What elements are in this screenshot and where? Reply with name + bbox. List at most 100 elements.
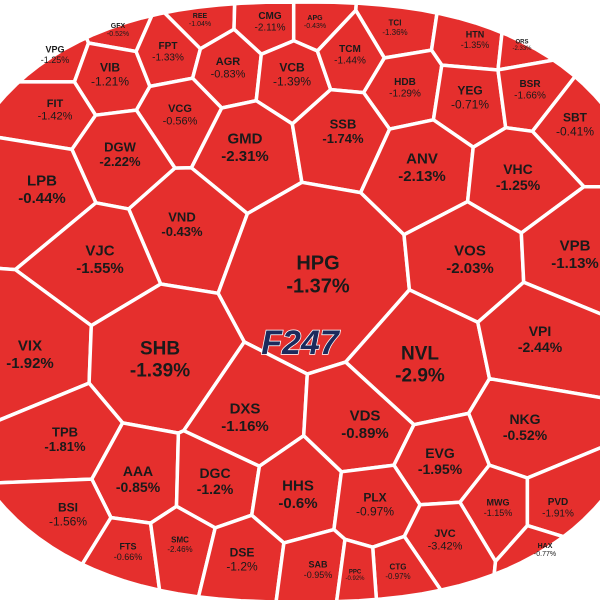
cell bbox=[0, 266, 94, 422]
ticker-label: VHC bbox=[503, 161, 533, 177]
change-label: -1.92% bbox=[6, 355, 54, 372]
ticker-label: DSE bbox=[230, 546, 255, 560]
change-label: -0.52% bbox=[107, 31, 129, 38]
change-label: -2.33% bbox=[512, 46, 532, 52]
change-label: -0.44% bbox=[18, 190, 66, 207]
change-label: -1.56% bbox=[49, 514, 87, 528]
ticker-label: HTN bbox=[466, 29, 485, 39]
ticker-label: ORS bbox=[515, 39, 528, 45]
ticker-label: DGC bbox=[199, 465, 230, 481]
ticker-label: PLX bbox=[363, 491, 386, 505]
change-label: -0.83% bbox=[211, 69, 246, 81]
change-label: -1.04% bbox=[189, 21, 211, 28]
ticker-label: AAA bbox=[123, 463, 153, 479]
cell bbox=[519, 184, 600, 316]
ticker-label: CMG bbox=[258, 11, 282, 22]
ticker-label: FPT bbox=[159, 41, 178, 52]
ticker-label: SSB bbox=[330, 116, 357, 131]
change-label: -0.43% bbox=[304, 23, 326, 30]
change-label: -1.2% bbox=[226, 559, 258, 573]
change-label: -2.31% bbox=[221, 148, 269, 165]
change-label: -0.97% bbox=[385, 572, 410, 581]
ticker-label: BSI bbox=[58, 501, 78, 515]
labels: GFX-0.52%REE-1.04%CMG-2.11%APG-0.43% TCI-… bbox=[6, 11, 599, 582]
change-label: -0.41% bbox=[556, 124, 594, 138]
change-label: -2.22% bbox=[99, 154, 141, 169]
change-label: -1.39% bbox=[273, 74, 311, 88]
ticker-label: ANV bbox=[406, 151, 438, 168]
ticker-label: VND bbox=[168, 209, 195, 224]
ticker-label: TCM bbox=[339, 44, 361, 55]
ticker-label: VOS bbox=[454, 243, 486, 260]
cell bbox=[148, 504, 217, 599]
change-label: -1.74% bbox=[322, 131, 364, 146]
change-label: -1.33% bbox=[152, 53, 184, 64]
cell bbox=[80, 515, 162, 593]
ticker-label: VCB bbox=[279, 61, 305, 75]
change-label: -1.42% bbox=[38, 111, 73, 123]
ticker-label: TPB bbox=[52, 424, 78, 439]
ticker-label: APG bbox=[307, 15, 323, 22]
change-label: -1.2% bbox=[197, 481, 234, 497]
ticker-label: SMC bbox=[171, 536, 189, 545]
ticker-label: FIT bbox=[47, 98, 64, 110]
change-label: -1.15% bbox=[484, 508, 513, 518]
change-label: -0.95% bbox=[304, 570, 333, 580]
change-label: -0.85% bbox=[116, 479, 161, 495]
change-label: -1.13% bbox=[551, 255, 599, 272]
ticker-label: MWG bbox=[487, 497, 510, 507]
change-label: -1.44% bbox=[334, 56, 366, 67]
ticker-label: HAX bbox=[538, 543, 553, 550]
change-label: -3.42% bbox=[428, 541, 463, 553]
ticker-label: SAB bbox=[308, 559, 328, 569]
ticker-label: TCI bbox=[389, 19, 402, 28]
change-label: -2.44% bbox=[518, 339, 563, 355]
ticker-label: GMD bbox=[228, 131, 263, 148]
change-label: -2.03% bbox=[446, 260, 494, 277]
change-label: -2.9% bbox=[395, 365, 445, 386]
ticker-label: DXS bbox=[230, 401, 261, 418]
change-label: -0.89% bbox=[341, 425, 389, 442]
change-label: -0.56% bbox=[163, 116, 198, 128]
change-label: -1.21% bbox=[91, 74, 129, 88]
change-label: -2.11% bbox=[255, 23, 286, 34]
cell bbox=[492, 523, 566, 577]
change-label: -1.55% bbox=[76, 260, 124, 277]
change-label: -1.39% bbox=[130, 360, 190, 381]
ticker-label: DGW bbox=[104, 139, 137, 154]
change-label: -1.36% bbox=[382, 28, 407, 37]
ticker-label: HPG bbox=[296, 252, 339, 274]
change-label: -0.97% bbox=[356, 504, 394, 518]
ticker-label: VJC bbox=[85, 243, 114, 260]
ticker-label: NKG bbox=[509, 411, 540, 427]
change-label: -2.13% bbox=[398, 168, 446, 185]
cell bbox=[0, 135, 98, 272]
ticker-label: AGR bbox=[216, 56, 241, 68]
change-label: -0.71% bbox=[451, 97, 489, 111]
ticker-label: FTS bbox=[120, 541, 137, 551]
ticker-label: PPC bbox=[349, 569, 362, 575]
ticker-label: SHB bbox=[140, 339, 180, 360]
ticker-label: VIB bbox=[100, 61, 120, 75]
change-label: -0.92% bbox=[345, 576, 365, 582]
change-label: -1.91% bbox=[542, 509, 574, 520]
change-label: -2.46% bbox=[167, 545, 192, 554]
ticker-label: REE bbox=[193, 13, 208, 20]
change-label: -0.66% bbox=[114, 552, 143, 562]
cell bbox=[370, 534, 443, 602]
ticker-label: VPB bbox=[560, 238, 591, 255]
cell bbox=[530, 74, 600, 189]
ticker-label: VIX bbox=[18, 338, 42, 355]
change-label: -1.25% bbox=[41, 55, 70, 65]
ticker-label: PVD bbox=[548, 497, 569, 508]
change-label: -1.66% bbox=[514, 91, 546, 102]
change-label: -1.35% bbox=[461, 40, 490, 50]
ticker-label: HHS bbox=[282, 478, 314, 495]
change-label: -1.29% bbox=[389, 89, 421, 100]
change-label: -1.16% bbox=[221, 418, 269, 435]
cell bbox=[476, 280, 600, 400]
cell bbox=[0, 477, 113, 567]
change-label: -1.25% bbox=[496, 177, 541, 193]
